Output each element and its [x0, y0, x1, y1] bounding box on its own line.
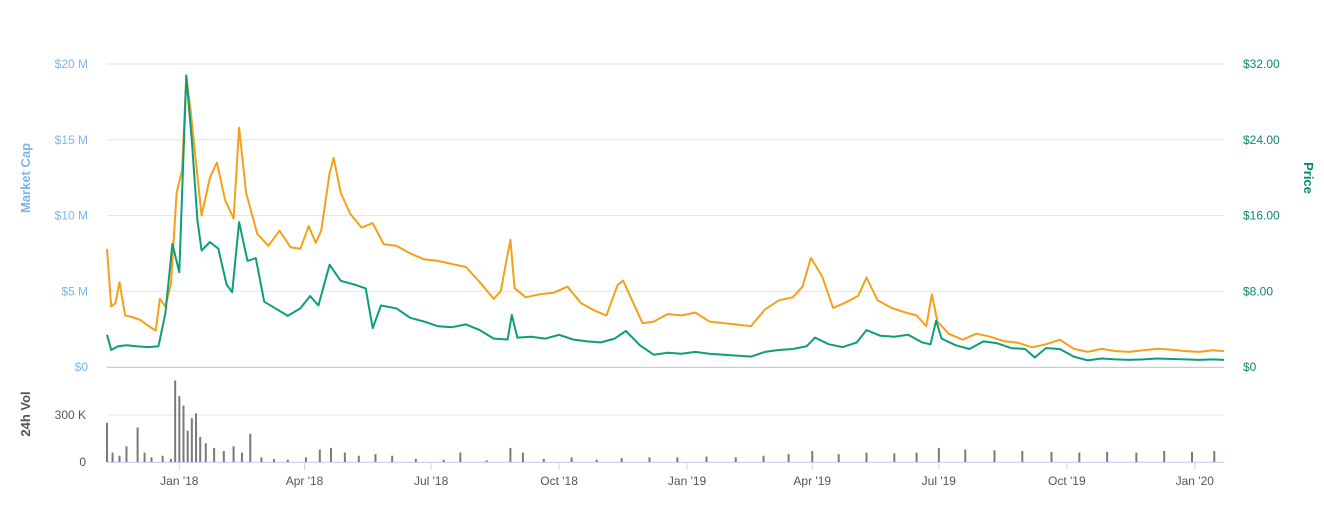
volume-bar [620, 458, 623, 462]
volume-bar [762, 455, 765, 462]
price-tick-label: $24.00 [1243, 133, 1280, 147]
volume-bar [893, 453, 896, 462]
volume-bar [937, 447, 940, 462]
market-cap-tick-label: $15 M [55, 133, 88, 147]
volume-bar [318, 449, 321, 462]
volume-tick-label: 300 K [55, 408, 86, 422]
volume-bar [542, 458, 545, 462]
x-tick-label: Jul '19 [922, 474, 957, 488]
grid-lines [107, 63, 1224, 463]
volume-bar [570, 457, 573, 462]
volume-bar [595, 459, 598, 462]
volume-bar [705, 456, 708, 462]
market-cap-tick-label: $20 M [55, 57, 88, 71]
line-series [106, 74, 1225, 362]
market-cap-tick-label: $5 M [61, 284, 88, 298]
volume-bar [915, 452, 918, 462]
price-tick-label: $8.00 [1243, 284, 1273, 298]
volume-bar [190, 418, 193, 462]
price-tick-label: $16.00 [1243, 209, 1280, 223]
volume-bars [106, 380, 1216, 462]
volume-bar [442, 459, 445, 462]
volume-bar [509, 447, 512, 462]
volume-bar [1021, 451, 1024, 462]
x-tick-label: Jan '19 [668, 474, 707, 488]
volume-bar [1078, 452, 1081, 462]
price-tick-label: $32.00 [1243, 57, 1280, 71]
market-cap-line [106, 75, 1225, 353]
volume-bar [357, 455, 360, 462]
volume-bar [391, 455, 394, 462]
volume-bar [964, 449, 967, 462]
volume-bar [1191, 451, 1194, 462]
x-tick-label: Oct '19 [1048, 474, 1086, 488]
x-tick-label: Jan '18 [160, 474, 199, 488]
volume-bar [169, 458, 172, 462]
volume-bar [136, 427, 139, 462]
volume-bar [143, 452, 146, 462]
volume-bar [213, 447, 216, 462]
x-tick-label: Jan '20 [1176, 474, 1215, 488]
volume-bar [329, 447, 332, 462]
volume-bar [286, 459, 289, 462]
price-line [106, 74, 1225, 362]
volume-bar [414, 458, 417, 462]
volume-bar [374, 454, 377, 462]
volume-bar [260, 457, 263, 462]
volume-bar [787, 454, 790, 462]
volume-bar [199, 436, 202, 462]
volume-bar [1135, 452, 1138, 462]
market-cap-axis-title: Market Cap [18, 143, 33, 213]
volume-bar [1163, 451, 1166, 462]
volume-bar [222, 451, 225, 462]
price-axis-title: Price [1301, 162, 1316, 194]
x-tick-label: Jul '18 [414, 474, 449, 488]
volume-bar [837, 454, 840, 462]
volume-bar [106, 422, 108, 462]
volume-bar [459, 452, 462, 462]
volume-bar [811, 451, 814, 462]
volume-bar [521, 452, 524, 462]
volume-bar [865, 452, 868, 462]
volume-bar [343, 452, 346, 462]
volume-bar [111, 452, 114, 462]
volume-bar [249, 433, 252, 462]
volume-bar [993, 450, 996, 462]
volume-bar [304, 457, 307, 462]
x-tick-label: Oct '18 [540, 474, 578, 488]
volume-bar [734, 457, 737, 462]
volume-bar [1213, 451, 1216, 462]
volume-bar [648, 457, 651, 462]
volume-tick-label: 0 [79, 455, 86, 469]
volume-bar [125, 446, 128, 462]
price-tick-label: $0 [1243, 360, 1257, 374]
volume-bar [485, 460, 488, 462]
volume-bar [272, 458, 275, 462]
volume-bar [232, 446, 235, 462]
volume-bar [118, 455, 121, 462]
volume-bar [178, 396, 181, 462]
volume-bar [676, 457, 679, 462]
volume-bar [240, 452, 243, 462]
volume-bar [1106, 451, 1109, 462]
x-tick-label: Apr '18 [286, 474, 324, 488]
volume-bar [1050, 451, 1053, 462]
volume-bar [186, 430, 189, 462]
volume-axis-title: 24h Vol [18, 391, 33, 436]
volume-bar [174, 380, 177, 462]
volume-bar [204, 443, 207, 462]
axes: $0 $5 M $10 M $15 M $20 M $0 $8.00 $16.00 $24.00… [18, 57, 1316, 488]
volume-bar [150, 457, 153, 462]
market-cap-tick-label: $0 [75, 360, 89, 374]
volume-bar [195, 413, 198, 462]
x-tick-label: Apr '19 [793, 474, 831, 488]
market-cap-tick-label: $10 M [55, 209, 88, 223]
volume-bar [182, 405, 185, 462]
volume-bar [161, 455, 164, 462]
